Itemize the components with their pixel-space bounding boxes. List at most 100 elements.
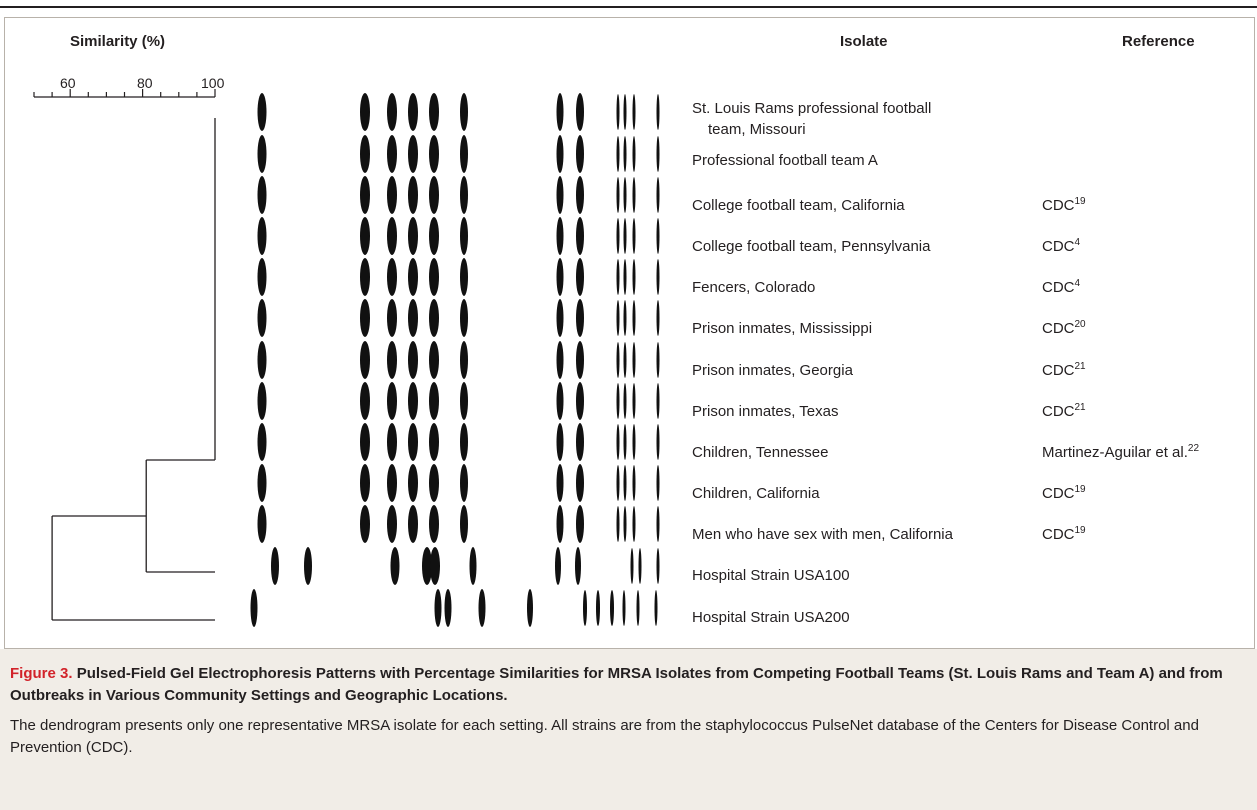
isolate-name: Hospital Strain USA100 — [692, 567, 850, 584]
tick-label-80: 80 — [137, 75, 153, 91]
gel-band — [623, 94, 627, 130]
gel-band — [555, 547, 561, 585]
reference-citation: CDC21 — [1042, 360, 1086, 381]
gel-band — [556, 464, 564, 502]
gel-band — [429, 176, 439, 214]
gel-band — [575, 547, 581, 585]
isolate-label: Hospital Strain USA200 — [692, 607, 1032, 628]
gel-band — [556, 299, 564, 337]
reference-source: CDC — [1042, 197, 1075, 214]
isolate-name-continued: team, Missouri — [708, 121, 806, 138]
gel-band — [257, 423, 267, 461]
reference-header: Reference — [1122, 33, 1195, 50]
isolate-label: Hospital Strain USA100 — [692, 565, 1032, 586]
isolate-name: Children, Tennessee — [692, 444, 829, 461]
gel-band — [556, 505, 564, 543]
caption-title-text: Pulsed-Field Gel Electrophoresis Pattern… — [10, 665, 1223, 704]
gel-band — [408, 258, 418, 296]
gel-band — [623, 300, 627, 336]
reference-source: CDC — [1042, 485, 1075, 502]
gel-band — [387, 341, 397, 379]
gel-band — [429, 464, 439, 502]
gel-band — [616, 94, 620, 130]
gel-band — [360, 93, 370, 131]
gel-band — [632, 383, 636, 419]
gel-band — [360, 505, 370, 543]
gel-band — [257, 93, 267, 131]
gel-band — [257, 135, 267, 173]
reference-number: 4 — [1074, 237, 1081, 248]
caption-body: The dendrogram presents only one represe… — [10, 717, 1199, 756]
gel-band — [576, 135, 584, 173]
gel-band — [616, 342, 620, 378]
gel-band — [422, 547, 432, 585]
gel-band — [556, 382, 564, 420]
gel-band — [616, 259, 620, 295]
gel-band — [408, 93, 418, 131]
gel-band — [387, 217, 397, 255]
gel-band — [460, 299, 468, 337]
gel-band — [656, 218, 660, 254]
gel-band — [636, 590, 640, 626]
isolate-name: Children, California — [692, 485, 820, 502]
gel-band — [632, 177, 636, 213]
gel-band — [632, 424, 636, 460]
gel-band — [556, 423, 564, 461]
gel-band — [429, 93, 439, 131]
gel-band — [460, 217, 468, 255]
gel-band — [460, 423, 468, 461]
gel-band — [632, 506, 636, 542]
gel-band — [390, 547, 400, 585]
gel-band — [623, 465, 627, 501]
gel-band — [623, 259, 627, 295]
gel-band — [556, 93, 564, 131]
reference-citation: CDC19 — [1042, 524, 1086, 545]
gel-band — [632, 94, 636, 130]
gel-band — [656, 424, 660, 460]
gel-band — [576, 258, 584, 296]
tick-label-60: 60 — [60, 75, 76, 91]
gel-band — [460, 135, 468, 173]
gel-band — [460, 258, 468, 296]
gel-band — [460, 93, 468, 131]
isolate-name: Men who have sex with men, California — [692, 526, 953, 543]
reference-source: CDC — [1042, 320, 1075, 337]
gel-band — [656, 177, 660, 213]
isolate-name: Hospital Strain USA200 — [692, 609, 850, 626]
gel-band — [257, 382, 267, 420]
gel-band — [632, 300, 636, 336]
gel-band — [576, 382, 584, 420]
reference-number: 22 — [1187, 443, 1200, 454]
gel-band — [460, 464, 468, 502]
reference-source: CDC — [1042, 279, 1075, 296]
gel-band — [616, 383, 620, 419]
isolate-label: Men who have sex with men, California — [692, 524, 1032, 545]
isolate-label: Prison inmates, Georgia — [692, 360, 1032, 381]
isolate-label: Children, Tennessee — [692, 442, 1032, 463]
gel-band — [257, 176, 267, 214]
gel-band — [654, 590, 658, 626]
reference-citation: Martinez-Aguilar et al.22 — [1042, 442, 1199, 463]
isolate-name: Prison inmates, Mississippi — [692, 320, 873, 337]
gel-band — [387, 258, 397, 296]
gel-band — [360, 135, 370, 173]
reference-citation: CDC4 — [1042, 277, 1080, 298]
gel-band — [576, 505, 584, 543]
gel-band — [623, 136, 627, 172]
gel-band — [616, 506, 620, 542]
gel-band — [360, 423, 370, 461]
gel-band — [616, 136, 620, 172]
gel-band — [429, 505, 439, 543]
figure-panel — [4, 17, 1255, 649]
gel-band — [576, 176, 584, 214]
gel-band — [429, 382, 439, 420]
gel-band — [632, 465, 636, 501]
isolate-name: Fencers, Colorado — [692, 279, 816, 296]
reference-source: CDC — [1042, 238, 1075, 255]
isolate-name: College football team, Pennsylvania — [692, 238, 931, 255]
gel-band — [622, 590, 626, 626]
gel-band — [408, 217, 418, 255]
gel-band — [632, 342, 636, 378]
isolate-name: Prison inmates, Georgia — [692, 362, 853, 379]
